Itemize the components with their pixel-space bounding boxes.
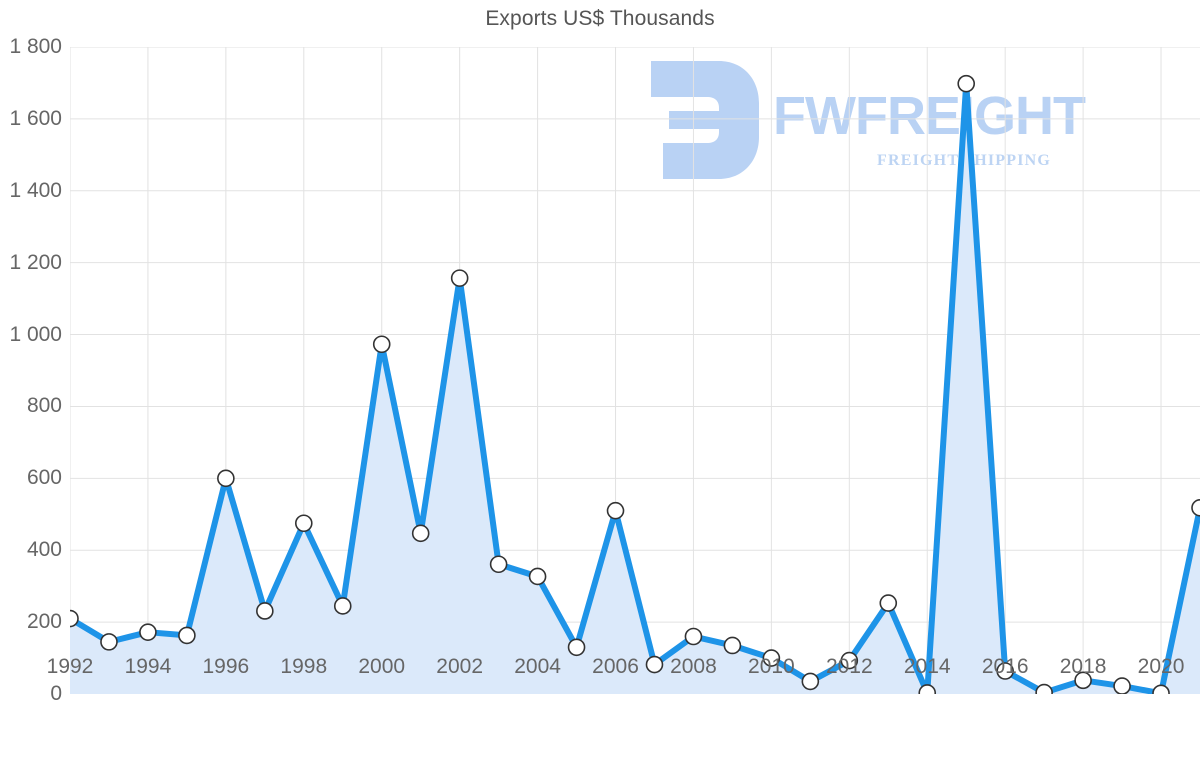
data-point-marker[interactable] xyxy=(489,555,508,574)
y-axis-tick-label: 600 xyxy=(26,466,62,490)
data-point-marker[interactable] xyxy=(684,627,703,646)
data-point-marker[interactable] xyxy=(1113,677,1131,694)
plot-area xyxy=(70,47,1200,694)
data-point-marker[interactable] xyxy=(879,594,898,612)
x-axis-tick-label: 1992 xyxy=(46,655,94,678)
grid-lines xyxy=(70,47,1200,694)
data-point-marker[interactable] xyxy=(918,684,937,694)
x-axis-tick-label: 2010 xyxy=(748,655,795,678)
y-axis-tick-label: 1 000 xyxy=(9,322,62,346)
data-point-marker[interactable] xyxy=(762,649,781,667)
data-point-marker[interactable] xyxy=(333,597,352,615)
x-axis-tick-label: 2020 xyxy=(1137,655,1185,678)
x-axis-tick-label: 2002 xyxy=(436,655,483,678)
x-axis-tick-label: 1996 xyxy=(202,655,250,678)
x-axis-tick-label: 2012 xyxy=(825,655,873,678)
data-point-marker[interactable] xyxy=(450,269,469,287)
y-axis-tick-label: 0 xyxy=(50,682,62,705)
data-point-marker[interactable] xyxy=(840,651,859,670)
data-point-markers xyxy=(70,74,1200,694)
area-fill xyxy=(70,83,1200,694)
y-axis-tick-label: 1 200 xyxy=(9,250,62,274)
y-axis-tick-label: 1 400 xyxy=(9,178,62,202)
x-axis-tick-label: 2016 xyxy=(981,655,1029,678)
data-point-marker[interactable] xyxy=(256,602,274,620)
data-point-marker[interactable] xyxy=(606,501,625,520)
y-axis-tick-label: 1 600 xyxy=(9,106,62,130)
x-axis-tick-label: 1998 xyxy=(280,655,328,678)
data-point-marker[interactable] xyxy=(1074,671,1092,690)
data-point-marker[interactable] xyxy=(528,567,547,586)
data-point-marker[interactable] xyxy=(70,609,79,628)
data-point-marker[interactable] xyxy=(1191,499,1200,517)
y-axis-tick-label: 400 xyxy=(26,538,62,562)
data-point-marker[interactable] xyxy=(1035,683,1053,694)
x-axis-tick-label: 2014 xyxy=(903,655,951,678)
y-axis-tick-label: 1 800 xyxy=(9,35,62,58)
data-point-marker[interactable] xyxy=(372,335,391,354)
chart-title: Exports US$ Thousands xyxy=(485,7,715,30)
data-point-marker[interactable] xyxy=(411,524,430,543)
data-point-marker[interactable] xyxy=(178,626,196,645)
x-axis-tick-label: 2004 xyxy=(514,655,561,678)
data-point-marker[interactable] xyxy=(139,623,157,641)
chart-canvas xyxy=(70,47,1200,694)
y-axis-tick-label: 200 xyxy=(26,610,62,634)
data-point-marker[interactable] xyxy=(957,74,976,93)
x-axis-tick-label: 2018 xyxy=(1059,655,1107,678)
x-axis-tick-label: 2008 xyxy=(670,655,717,678)
data-point-marker[interactable] xyxy=(567,638,586,657)
data-point-marker[interactable] xyxy=(723,636,742,655)
y-axis-tick-label: 800 xyxy=(26,394,62,418)
data-point-marker[interactable] xyxy=(645,655,664,674)
x-axis-tick-label: 2000 xyxy=(358,655,406,678)
x-axis-tick-label: 1994 xyxy=(124,655,172,678)
data-point-marker[interactable] xyxy=(1152,684,1170,694)
data-point-marker[interactable] xyxy=(801,672,820,691)
data-point-marker[interactable] xyxy=(217,469,235,488)
data-point-marker[interactable] xyxy=(100,633,118,651)
x-axis-tick-label: 2006 xyxy=(592,655,639,678)
data-point-marker[interactable] xyxy=(996,662,1014,680)
data-point-marker[interactable] xyxy=(294,514,313,533)
